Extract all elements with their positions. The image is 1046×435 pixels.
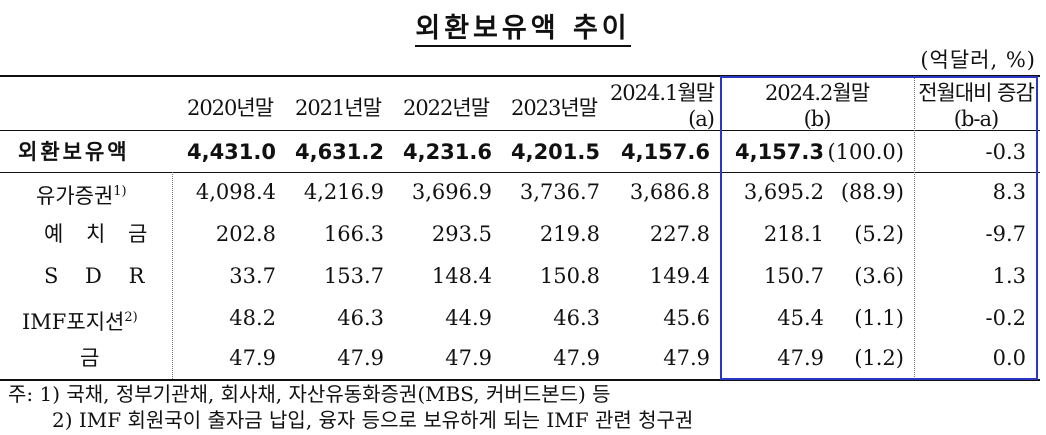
highlight-box (720, 76, 1038, 380)
row-label-total: 외환보유액 (18, 140, 130, 164)
row-label: S D R (44, 264, 155, 288)
table-cell: 4,216.9 (303, 180, 384, 204)
header-2024-2: 2024.2월말 (764, 81, 870, 105)
table-cell: 149.4 (649, 264, 710, 288)
table-cell: 218.1 (763, 222, 824, 246)
header-change-sub: (b-a) (953, 107, 999, 131)
table-cell-change: 8.3 (992, 180, 1026, 204)
bottom-rule (0, 379, 1040, 381)
table-cell: 3,686.8 (629, 180, 710, 204)
table-cell-change: 0.0 (992, 346, 1026, 370)
table-cell: 4,157.6 (620, 140, 710, 164)
table-cell: 33.7 (229, 264, 276, 288)
header-2021: 2021년말 (294, 96, 382, 120)
table-cell: 3,695.2 (743, 180, 824, 204)
table-cell: 46.3 (553, 306, 600, 330)
table-title: 외환보유액 추이 (0, 6, 1046, 47)
row-label: 예 치 금 (44, 222, 156, 246)
table-cell: 219.8 (539, 222, 600, 246)
table-cell: 4,431.0 (186, 140, 276, 164)
table-cell-share: (100.0) (827, 140, 904, 164)
table-cell: 153.7 (323, 264, 384, 288)
footnote-2: 2) IMF 회원국이 출자금 납입, 융자 등으로 보유하게 되는 IMF 관… (52, 408, 694, 432)
header-rule (0, 130, 1040, 131)
table-cell-share: (5.2) (854, 222, 904, 246)
row-label: IMF포지션2) (22, 310, 138, 334)
header-2023: 2023년말 (510, 96, 598, 120)
table-cell: 48.2 (229, 306, 276, 330)
table-cell: 227.8 (649, 222, 710, 246)
table-cell: 148.4 (431, 264, 492, 288)
table-cell: 150.8 (539, 264, 600, 288)
col-divider (914, 76, 915, 379)
table-cell: 45.4 (777, 306, 824, 330)
footnote-1: 주: 1) 국채, 정부기관채, 회사채, 자산유동화증권(MBS, 커버드본드… (8, 382, 611, 406)
table-cell-change: -0.2 (985, 306, 1027, 330)
total-rule (0, 172, 1040, 173)
header-2024-1-sub: (a) (688, 107, 715, 131)
table-cell: 150.7 (763, 264, 824, 288)
table-cell: 47.9 (777, 346, 824, 370)
table-cell: 3,736.7 (519, 180, 600, 204)
table-cell-change: 1.3 (992, 264, 1026, 288)
table-cell: 202.8 (215, 222, 276, 246)
table-cell: 293.5 (431, 222, 492, 246)
header-2024-1: 2024.1월말 (609, 81, 715, 105)
table-cell: 4,157.3 (734, 140, 824, 164)
col-divider (172, 172, 173, 379)
table-cell: 47.9 (337, 346, 384, 370)
table-cell-change: -9.7 (985, 222, 1027, 246)
header-2022: 2022년말 (402, 96, 490, 120)
header-2020: 2020년말 (186, 96, 274, 120)
top-rule (0, 75, 1040, 77)
table-cell: 47.9 (229, 346, 276, 370)
row-label: 금 (80, 346, 100, 370)
table-cell: 47.9 (553, 346, 600, 370)
table-cell-change: -0.3 (985, 140, 1027, 164)
table-cell: 4,231.6 (402, 140, 492, 164)
table-cell: 47.9 (445, 346, 492, 370)
row-label: 유가증권1) (36, 184, 127, 208)
table-cell-share: (1.2) (854, 346, 904, 370)
header-2024-2-sub: (b) (803, 107, 832, 131)
table-cell: 4,098.4 (195, 180, 276, 204)
table-cell: 4,201.5 (510, 140, 600, 164)
table-cell: 44.9 (445, 306, 492, 330)
table-cell: 166.3 (323, 222, 384, 246)
header-change: 전월대비 증감 (918, 81, 1035, 105)
table-cell-share: (1.1) (854, 306, 904, 330)
table-cell: 46.3 (337, 306, 384, 330)
table-cell-share: (3.6) (854, 264, 904, 288)
table-cell: 45.6 (663, 306, 710, 330)
table-cell-share: (88.9) (840, 180, 904, 204)
table-cell: 4,631.2 (294, 140, 384, 164)
table-cell: 3,696.9 (411, 180, 492, 204)
unit-label: (억달러, %) (920, 48, 1036, 72)
table-cell: 47.9 (663, 346, 710, 370)
